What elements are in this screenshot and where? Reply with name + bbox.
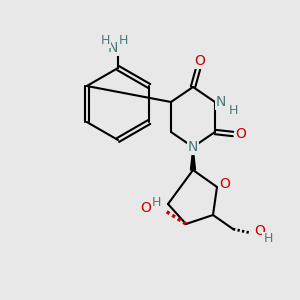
Text: O: O: [236, 127, 246, 141]
Text: O: O: [195, 54, 206, 68]
Text: O: O: [141, 201, 152, 215]
Polygon shape: [190, 147, 196, 170]
Text: H: H: [263, 232, 273, 245]
Text: H: H: [228, 103, 238, 116]
Text: H: H: [118, 34, 128, 47]
Text: H: H: [100, 34, 110, 47]
Text: H: H: [151, 196, 161, 208]
Text: N: N: [108, 41, 118, 55]
Text: O: O: [220, 177, 230, 191]
Text: N: N: [216, 95, 226, 109]
Text: O: O: [255, 224, 266, 238]
Text: N: N: [188, 140, 198, 154]
